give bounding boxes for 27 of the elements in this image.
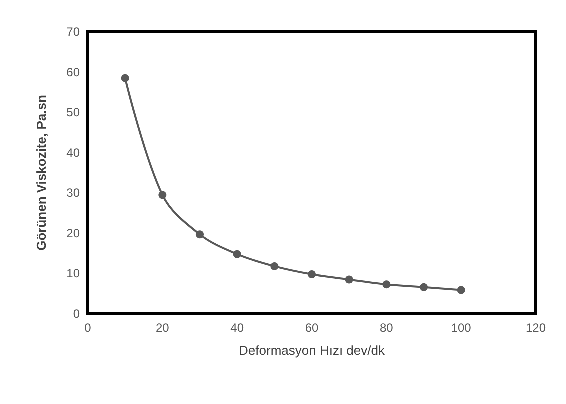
y-axis-title: Görünen Viskozite, Pa.sn — [34, 95, 49, 251]
point — [420, 283, 428, 292]
x-axis-title: Deformasyon Hızı dev/dk — [239, 343, 386, 358]
x-tick-label: 60 — [305, 321, 319, 335]
x-tick-label: 100 — [451, 321, 472, 335]
x-tick-label: 120 — [526, 321, 546, 335]
y-tick-label: 50 — [66, 106, 80, 120]
point — [382, 280, 391, 289]
point — [457, 286, 466, 294]
x-tick-label: 80 — [380, 321, 394, 335]
y-tick-label: 10 — [66, 266, 80, 281]
point — [233, 250, 242, 258]
y-tick-label: 60 — [66, 65, 80, 80]
point — [270, 262, 279, 270]
point — [158, 191, 167, 200]
x-tick-label: 20 — [156, 321, 170, 335]
point — [345, 276, 354, 284]
point — [196, 230, 204, 239]
y-tick-label: 0 — [73, 307, 80, 321]
point — [121, 74, 130, 82]
x-tick-label: 40 — [230, 321, 244, 335]
y-tick-label: 70 — [66, 25, 80, 39]
y-tick-label: 20 — [66, 226, 80, 240]
point — [308, 270, 316, 279]
y-tick-label: 40 — [66, 146, 80, 160]
y-tick-label: 30 — [66, 186, 80, 200]
x-tick-label: 0 — [84, 321, 92, 335]
